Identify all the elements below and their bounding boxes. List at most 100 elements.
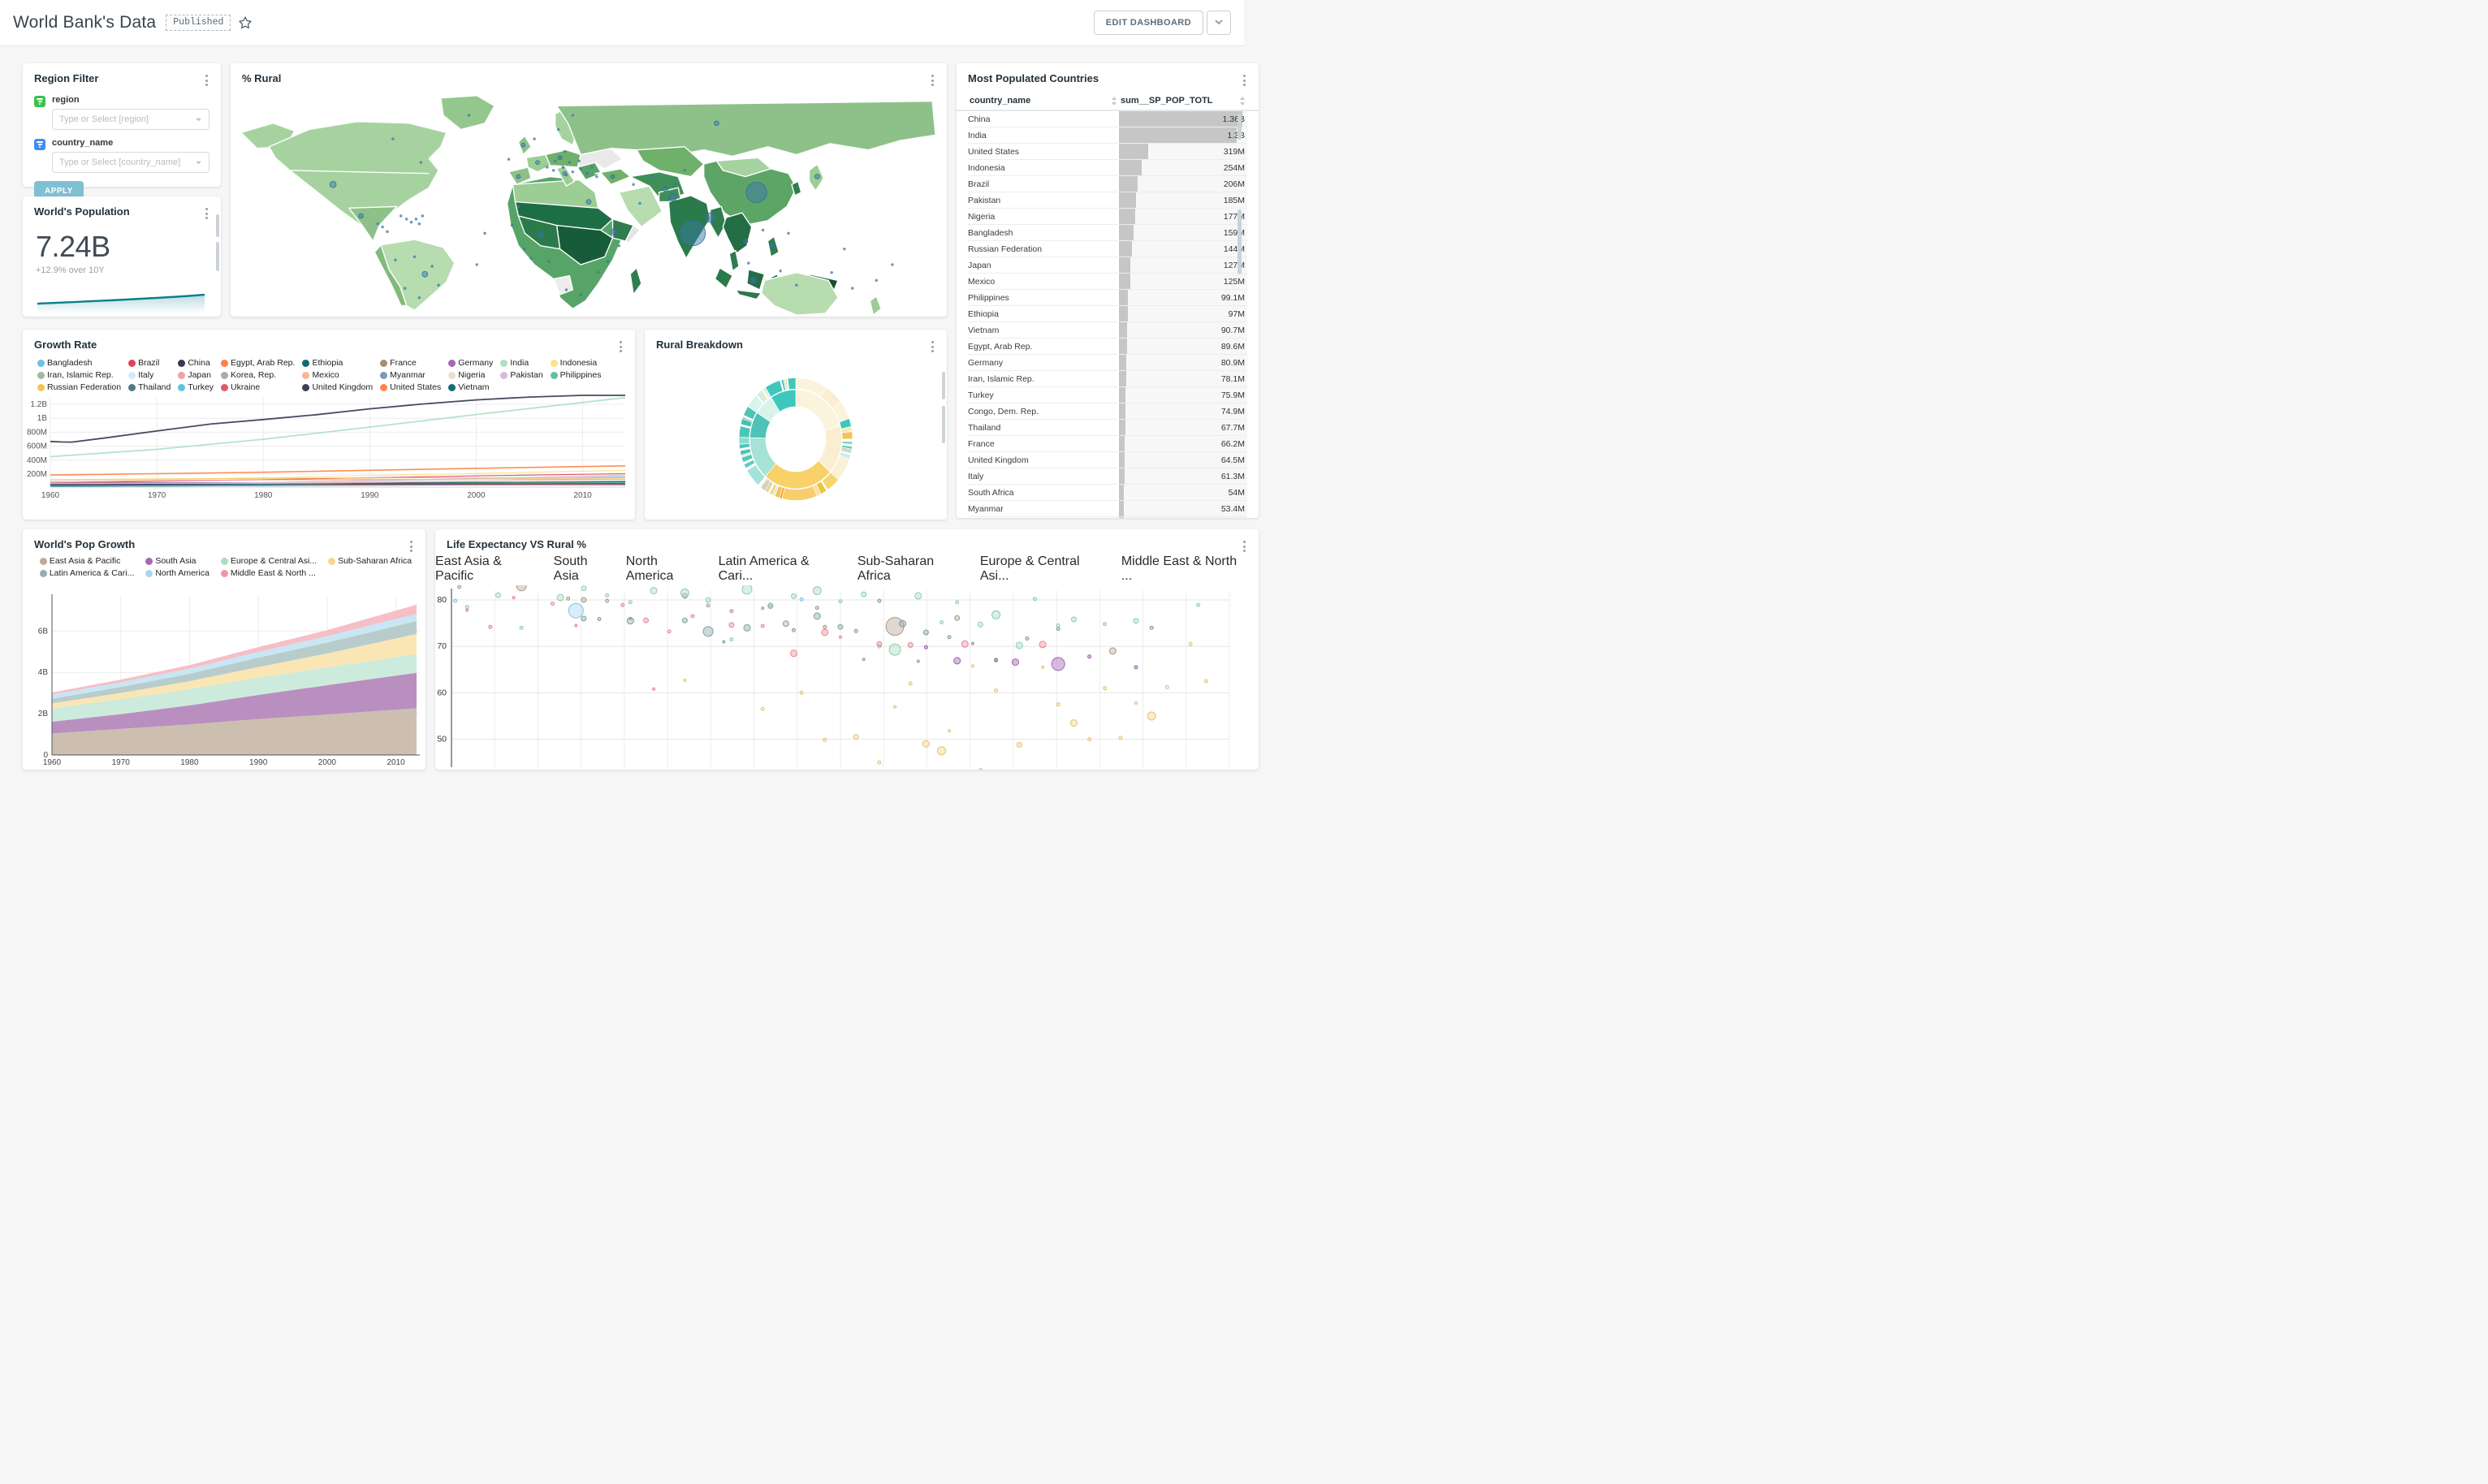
legend-dot-icon bbox=[550, 371, 558, 379]
published-badge[interactable]: Published bbox=[166, 15, 231, 31]
legend-item[interactable]: United Kingdom bbox=[302, 382, 373, 392]
legend-item[interactable]: Russian Federation bbox=[37, 382, 121, 392]
scrollbar-thumb[interactable] bbox=[216, 214, 219, 237]
legend-item[interactable]: Japan bbox=[178, 370, 214, 380]
legend-item[interactable]: South Asia bbox=[554, 554, 616, 584]
country-name-select[interactable]: Type or Select [country_name] bbox=[52, 152, 209, 173]
legend-item[interactable]: Nigeria bbox=[448, 370, 493, 380]
legend-item[interactable]: Middle East & North ... bbox=[220, 568, 317, 578]
card-title: % Rural bbox=[242, 72, 282, 84]
legend-item[interactable]: North America bbox=[626, 554, 708, 584]
svg-text:200M: 200M bbox=[27, 470, 47, 479]
kebab-menu-icon[interactable] bbox=[928, 339, 937, 355]
svg-text:1.2B: 1.2B bbox=[30, 400, 47, 409]
legend-item[interactable]: Latin America & Cari... bbox=[719, 554, 847, 584]
svg-text:50: 50 bbox=[437, 735, 447, 744]
filter-icon bbox=[34, 96, 45, 107]
svg-text:600M: 600M bbox=[27, 442, 47, 451]
legend-label: India bbox=[510, 358, 529, 368]
scrollbar-thumb[interactable] bbox=[216, 242, 219, 271]
legend-item[interactable]: Pakistan bbox=[500, 370, 543, 380]
kebab-menu-icon[interactable] bbox=[1240, 538, 1249, 554]
country-name-cell: Vietnam bbox=[968, 325, 1000, 335]
population-cell: 144M bbox=[1119, 241, 1247, 257]
population-cell: 1.3B bbox=[1119, 127, 1247, 143]
legend-item[interactable]: India bbox=[500, 358, 542, 368]
legend-item[interactable]: Thailand bbox=[128, 382, 171, 392]
chevron-down-icon bbox=[195, 161, 202, 164]
legend-item[interactable]: Europe & Central Asi... bbox=[220, 556, 317, 566]
legend-item[interactable]: Germany bbox=[448, 358, 493, 368]
legend-item[interactable]: East Asia & Pacific bbox=[39, 556, 134, 566]
legend-item[interactable]: Italy bbox=[128, 370, 171, 380]
kebab-menu-icon[interactable] bbox=[1240, 72, 1249, 88]
legend-item[interactable]: Latin America & Cari... bbox=[39, 568, 135, 578]
country-name-cell: China bbox=[968, 114, 991, 124]
rural-breakdown-sunburst[interactable] bbox=[645, 358, 947, 520]
svg-text:2010: 2010 bbox=[573, 491, 592, 500]
legend-label: Thailand bbox=[138, 382, 171, 392]
legend-label: France bbox=[390, 358, 417, 368]
table-row: Egypt, Arab Rep. 89.6M bbox=[968, 339, 1247, 355]
legend-item[interactable]: Sub-Saharan Africa bbox=[328, 556, 412, 566]
legend-item[interactable]: East Asia & Pacific bbox=[435, 554, 543, 584]
population-cell: 90.7M bbox=[1119, 322, 1247, 338]
legend-item[interactable]: Vietnam bbox=[448, 382, 493, 392]
legend-item[interactable]: Myanmar bbox=[380, 370, 441, 380]
favorite-star-icon[interactable] bbox=[238, 15, 253, 30]
legend-item[interactable]: China bbox=[178, 358, 214, 368]
legend-label: Ukraine bbox=[231, 382, 261, 392]
legend-label: Latin America & Cari... bbox=[49, 568, 135, 578]
kebab-menu-icon[interactable] bbox=[407, 538, 416, 554]
legend-item[interactable]: Mexico bbox=[302, 370, 373, 380]
column-header-country-name[interactable]: country_name bbox=[968, 93, 1119, 110]
scrollbar-thumb[interactable] bbox=[942, 372, 945, 399]
legend-item[interactable]: North America bbox=[145, 568, 209, 578]
table-row: Mexico 125M bbox=[968, 274, 1247, 290]
legend-item[interactable]: Iran, Islamic Rep. bbox=[37, 370, 121, 380]
legend-item[interactable]: Turkey bbox=[178, 382, 214, 392]
table-row: France 66.2M bbox=[968, 436, 1247, 452]
filter-icon bbox=[34, 139, 45, 150]
life-expectancy-card: Life Expectancy VS Rural % East Asia & P… bbox=[435, 529, 1259, 770]
kebab-menu-icon[interactable] bbox=[928, 72, 937, 88]
legend-item[interactable]: Brazil bbox=[128, 358, 171, 368]
region-select[interactable]: Type or Select [region] bbox=[52, 109, 209, 130]
legend-item[interactable]: Indonesia bbox=[550, 358, 602, 368]
legend-item[interactable]: United States bbox=[380, 382, 441, 392]
legend-item[interactable]: Korea, Rep. bbox=[221, 370, 295, 380]
column-header-population[interactable]: sum__SP_POP_TOTL bbox=[1119, 93, 1247, 110]
chevron-down-icon bbox=[195, 118, 202, 121]
legend-label: Myanmar bbox=[390, 370, 425, 380]
legend-label: Ethiopia bbox=[312, 358, 343, 368]
page-scrollbar-thumb[interactable] bbox=[1238, 114, 1242, 140]
page-scrollbar-thumb[interactable] bbox=[1238, 209, 1242, 274]
legend-item[interactable]: Bangladesh bbox=[37, 358, 121, 368]
kebab-menu-icon[interactable] bbox=[616, 339, 625, 355]
legend-item[interactable]: France bbox=[380, 358, 441, 368]
country-name-cell: Germany bbox=[968, 357, 1004, 368]
legend-item[interactable]: South Asia bbox=[145, 556, 209, 566]
scatter-chart: 0510152025303540455055606570758085908070… bbox=[437, 585, 1230, 770]
legend-label: Korea, Rep. bbox=[231, 370, 277, 380]
world-map[interactable] bbox=[237, 92, 940, 316]
legend-item[interactable]: Middle East & North ... bbox=[1121, 554, 1250, 584]
dashboard-actions-caret-button[interactable] bbox=[1207, 11, 1231, 35]
legend-dot-icon bbox=[37, 383, 45, 391]
kebab-menu-icon[interactable] bbox=[202, 205, 211, 222]
edit-dashboard-button[interactable]: EDIT DASHBOARD bbox=[1093, 11, 1203, 35]
legend-item[interactable]: Ethiopia bbox=[302, 358, 373, 368]
legend-item[interactable]: Europe & Central Asi... bbox=[980, 554, 1111, 584]
population-cell: 51.8M bbox=[1119, 517, 1247, 518]
card-title: Growth Rate bbox=[34, 339, 97, 351]
legend-item[interactable]: Sub-Saharan Africa bbox=[857, 554, 970, 584]
legend-dot-icon bbox=[500, 359, 508, 367]
filter-field-label: region bbox=[52, 95, 80, 105]
scrollbar-thumb[interactable] bbox=[942, 406, 945, 443]
legend-item[interactable]: Ukraine bbox=[221, 382, 295, 392]
table-row: South Africa 54M bbox=[968, 485, 1247, 501]
card-title: Rural Breakdown bbox=[656, 339, 743, 351]
legend-item[interactable]: Philippines bbox=[550, 370, 601, 380]
kebab-menu-icon[interactable] bbox=[202, 72, 211, 88]
legend-item[interactable]: Egypt, Arab Rep. bbox=[221, 358, 295, 368]
